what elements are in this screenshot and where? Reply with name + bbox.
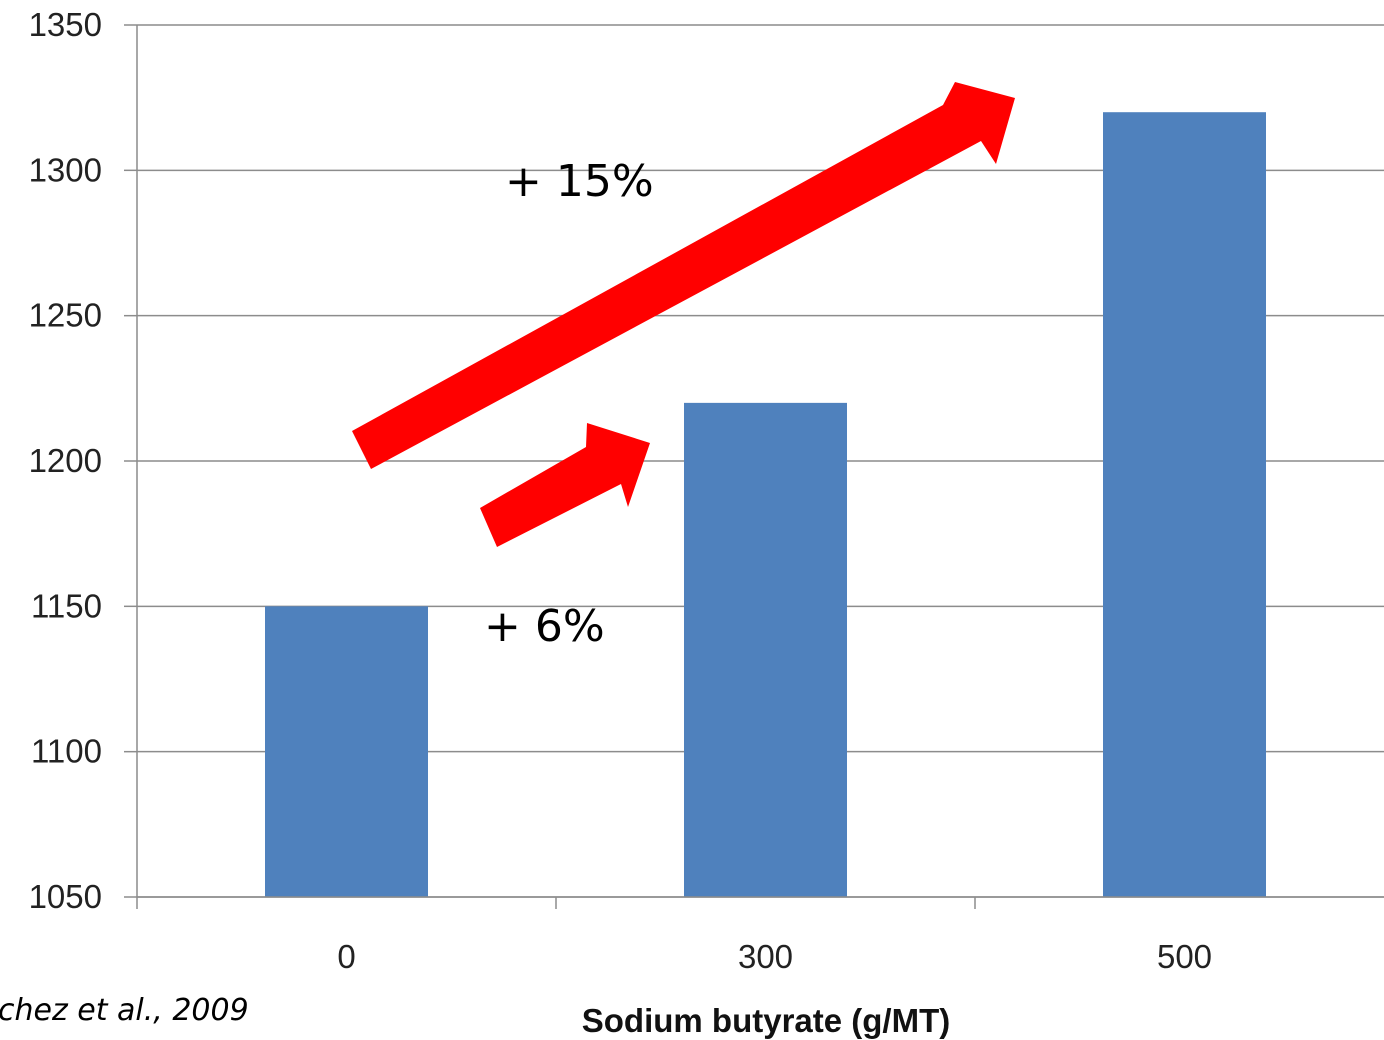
bar-300 [684, 402, 847, 897]
bar-0 [265, 606, 428, 897]
y-tick-label: 1300 [29, 151, 102, 188]
x-tick-label: 500 [1157, 938, 1212, 975]
annotation-15-percent: + 15% [505, 156, 654, 207]
x-axis-label: Sodium butyrate (g/MT) [582, 1002, 950, 1039]
axes [124, 24, 1384, 909]
annotation-arrows [352, 82, 1015, 547]
annotation-6-percent: + 6% [484, 601, 605, 652]
y-tick-label: 1050 [29, 878, 102, 915]
y-tick-label: 1350 [29, 6, 102, 43]
x-tick-label: 300 [738, 938, 793, 975]
bar-500 [1103, 112, 1266, 897]
bars [265, 112, 1266, 897]
x-tick-label: 0 [337, 938, 355, 975]
y-tick-label: 1250 [29, 297, 102, 334]
y-tick-labels: 1050 1100 1150 1200 1250 1300 1350 [29, 6, 102, 915]
arrow-15-percent [352, 82, 1015, 469]
x-tick-labels: 0 300 500 [337, 938, 1212, 975]
y-tick-label: 1100 [31, 733, 102, 770]
y-tick-label: 1150 [31, 587, 102, 624]
source-citation: chez et al., 2009 [0, 993, 249, 1028]
arrow-6-percent [480, 423, 650, 547]
y-tick-label: 1200 [29, 442, 102, 479]
